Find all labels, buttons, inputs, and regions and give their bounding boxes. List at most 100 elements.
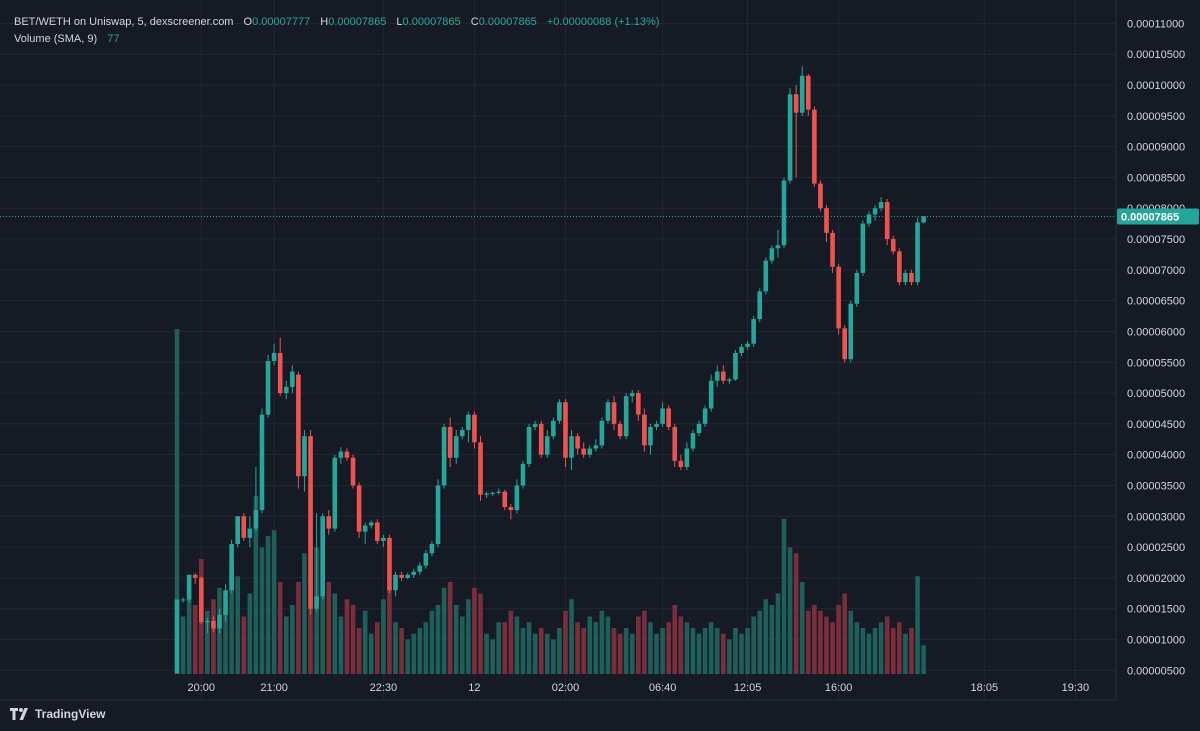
candle-body	[490, 492, 495, 494]
volume-bar	[563, 610, 568, 674]
volume-bar	[265, 536, 271, 674]
candle-body	[611, 402, 617, 424]
candle-body	[727, 379, 732, 381]
candle-body	[399, 574, 404, 578]
candle-body	[326, 516, 332, 529]
candle-body	[775, 245, 781, 249]
candle-body	[818, 183, 823, 209]
volume-bar	[611, 628, 617, 674]
volume-bar	[247, 593, 253, 674]
volume-bar	[818, 610, 823, 674]
ohlc-row: BET/WETH on Uniswap, 5, dexscreener.com …	[14, 14, 659, 31]
volume-bar	[538, 628, 544, 674]
volume-bar	[799, 582, 805, 674]
candle-body	[265, 361, 271, 415]
volume-bar	[472, 587, 477, 674]
volume-bar	[229, 564, 234, 674]
candle-body	[247, 528, 253, 538]
volume-bar	[684, 622, 690, 674]
y-tick-label: 0.00003000	[1127, 511, 1185, 523]
candle-body	[696, 423, 702, 434]
y-tick-label: 0.00000500	[1127, 665, 1185, 677]
volume-bar	[532, 633, 538, 674]
volume-bar	[629, 633, 635, 674]
candle-body	[344, 451, 350, 458]
y-tick-label: 0.00010000	[1127, 80, 1185, 92]
candle-body	[866, 214, 872, 224]
y-tick-label: 0.00008500	[1127, 172, 1185, 184]
volume-bar	[551, 639, 556, 674]
candle-body	[496, 491, 502, 493]
volume-bar	[290, 605, 295, 674]
volume-bar	[763, 599, 769, 674]
volume-bar	[660, 628, 665, 674]
volume-bar	[417, 628, 423, 674]
candle-body	[575, 436, 580, 449]
candle-body	[915, 222, 920, 283]
candle-body	[690, 433, 696, 449]
volume-value: 77	[107, 33, 120, 45]
y-tick-label: 0.00010500	[1127, 49, 1185, 61]
low-label: L	[396, 16, 403, 28]
y-tick-label: 0.00011000	[1127, 18, 1184, 30]
candle-body	[739, 346, 744, 354]
y-tick-label: 0.00009500	[1127, 111, 1185, 123]
volume-bar	[368, 633, 374, 674]
candle-body	[793, 94, 799, 113]
open-value: 0.00007777	[252, 16, 311, 28]
volume-bar	[205, 610, 210, 674]
volume-bar	[302, 553, 307, 674]
volume-bar	[211, 599, 216, 674]
candle-body	[338, 451, 344, 458]
candle-body	[884, 202, 890, 240]
volume-bar	[296, 582, 301, 674]
y-tick-label: 0.00006000	[1127, 326, 1185, 338]
volume-bar	[508, 610, 514, 674]
candle-body	[296, 374, 301, 477]
volume-bar	[375, 622, 380, 674]
candle-body	[478, 442, 483, 495]
candle-body	[508, 507, 514, 511]
volume-bar	[690, 628, 696, 674]
candle-body	[393, 574, 398, 591]
volume-bar	[356, 628, 362, 674]
candle-body	[812, 109, 817, 184]
candle-body	[423, 553, 429, 566]
volume-row: Volume (SMA, 9) 77	[14, 31, 659, 48]
candle-body	[903, 272, 908, 283]
candle-body	[581, 448, 586, 455]
y-tick-label: 0.00003500	[1127, 480, 1185, 492]
candle-body	[411, 571, 417, 575]
volume-bar	[271, 530, 277, 674]
volume-bar	[514, 616, 520, 674]
x-tick-label: 06:40	[649, 682, 677, 694]
x-tick-label: 12	[468, 682, 480, 694]
candle-body	[520, 463, 526, 486]
close-label: C	[470, 16, 479, 28]
volume-bar	[423, 622, 429, 674]
volume-bar	[484, 633, 489, 674]
x-tick-label: 12:05	[734, 682, 762, 694]
volume-bar	[283, 616, 289, 674]
candle-body	[180, 599, 186, 601]
y-tick-label: 0.00007000	[1127, 265, 1185, 277]
candle-body	[714, 371, 720, 381]
volume-bar	[775, 593, 781, 674]
candle-body	[320, 516, 325, 597]
volume-bar	[587, 616, 593, 674]
volume-bar	[557, 628, 562, 674]
last-price-label: 0.00007865	[1121, 212, 1179, 224]
candle-body	[805, 75, 811, 110]
candle-body	[660, 408, 665, 424]
volume-bar	[793, 553, 799, 674]
volume-bar	[387, 587, 392, 674]
candle-body	[854, 272, 860, 304]
volume-bar	[733, 628, 738, 674]
tradingview-logo[interactable]: TradingView	[10, 707, 105, 721]
x-tick-label: 18:05	[971, 682, 999, 694]
volume-bar	[350, 605, 356, 674]
candle-body	[599, 420, 605, 446]
candle-body	[271, 353, 277, 362]
